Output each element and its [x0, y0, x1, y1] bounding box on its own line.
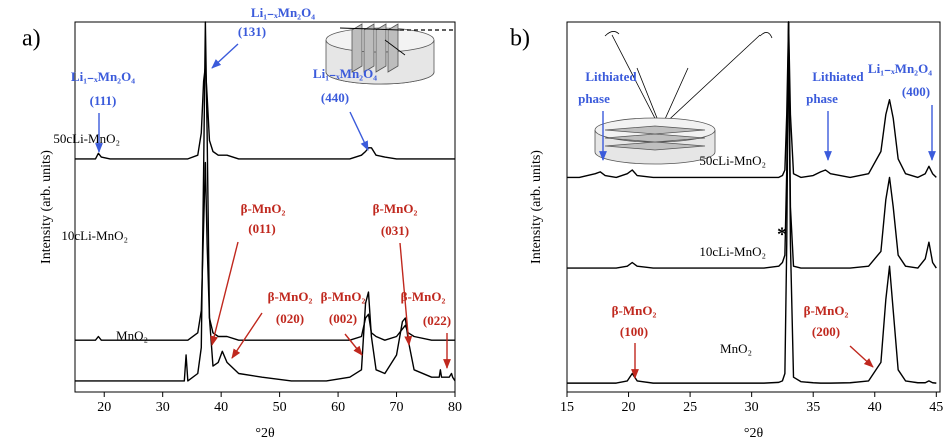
x-tick-label: 45	[929, 400, 943, 415]
x-tick-label: 15	[560, 400, 574, 415]
annotation: β-MnO₂	[804, 303, 849, 318]
x-tick-label: 20	[97, 400, 111, 415]
trace-label: MnO₂	[116, 328, 148, 343]
annotation: Lithiated	[585, 69, 637, 84]
x-tick-label: 50	[273, 400, 287, 415]
annotation: (131)	[238, 24, 266, 39]
x-axis-label: °2θ	[255, 426, 275, 441]
annotation: phase	[578, 91, 610, 106]
panel-label: b)	[510, 26, 530, 52]
spectrum-line	[567, 21, 937, 179]
trace-label: 50cLi-MnO₂	[53, 131, 120, 146]
annotation: β-MnO₂	[321, 289, 366, 304]
annotation: (440)	[321, 90, 349, 105]
annotation: (020)	[276, 311, 304, 326]
plot-frame	[74, 21, 456, 393]
annotation: Li₁₋ₓMn₂O₄	[251, 5, 315, 20]
panel-label: a)	[22, 26, 41, 52]
annotation-arrow	[210, 241, 239, 346]
annotation-arrow	[399, 242, 413, 346]
annotation: *	[777, 224, 787, 246]
annotation: Li₁₋ₓMn₂O₄	[313, 66, 377, 81]
trace-label: 10cLi-MnO₂	[61, 228, 128, 243]
annotation-arrow	[231, 312, 263, 359]
x-tick-label: 30	[745, 400, 759, 415]
annotation: (100)	[620, 324, 648, 339]
annotation: Lithiated	[812, 69, 864, 84]
annotation: β-MnO₂	[268, 289, 313, 304]
trace-label: 10cLi-MnO₂	[699, 244, 766, 259]
trace-label: MnO₂	[720, 341, 752, 356]
trace-label: 50cLi-MnO₂	[699, 153, 766, 168]
annotation-arrow	[344, 333, 363, 356]
x-tick-label: 25	[683, 400, 697, 415]
annotation: β-MnO₂	[401, 289, 446, 304]
annotation: β-MnO₂	[241, 201, 286, 216]
annotation-arrow	[849, 345, 874, 368]
annotation: β-MnO₂	[612, 303, 657, 318]
spectrum-line	[567, 21, 937, 269]
plot-frame	[566, 21, 941, 393]
x-tick-label: 70	[390, 400, 404, 415]
annotation: Li₁₋ₓMn₂O₄	[868, 61, 932, 76]
x-tick-label: 40	[868, 400, 882, 415]
annotation-arrow	[349, 111, 369, 151]
annotation: (002)	[329, 311, 357, 326]
annotation-arrow	[211, 43, 239, 69]
x-tick-label: 60	[331, 400, 345, 415]
spectrum-line	[75, 21, 456, 382]
x-tick-label: 20	[622, 400, 636, 415]
x-axis-label: °2θ	[744, 426, 764, 441]
annotation: (031)	[381, 223, 409, 238]
annotation: phase	[806, 91, 838, 106]
annotation: Li₁₋ₓMn₂O₄	[71, 69, 135, 84]
annotation: β-MnO₂	[373, 201, 418, 216]
annotation: (400)	[902, 84, 930, 99]
y-axis-label: Intensity (arb. units)	[529, 150, 544, 264]
x-tick-label: 30	[156, 400, 170, 415]
inset-diagram	[594, 31, 773, 165]
spectrum-line	[75, 161, 455, 341]
spectrum-line	[75, 65, 455, 160]
y-axis-label: Intensity (arb. units)	[39, 150, 54, 264]
x-tick-label: 80	[448, 400, 462, 415]
annotation: (022)	[423, 313, 451, 328]
annotation: (200)	[812, 324, 840, 339]
annotation: (111)	[90, 93, 117, 108]
spectrum-line	[567, 21, 937, 384]
annotation: (011)	[248, 221, 275, 236]
inset-diagram	[325, 23, 455, 85]
x-tick-label: 40	[214, 400, 228, 415]
x-tick-label: 35	[806, 400, 820, 415]
